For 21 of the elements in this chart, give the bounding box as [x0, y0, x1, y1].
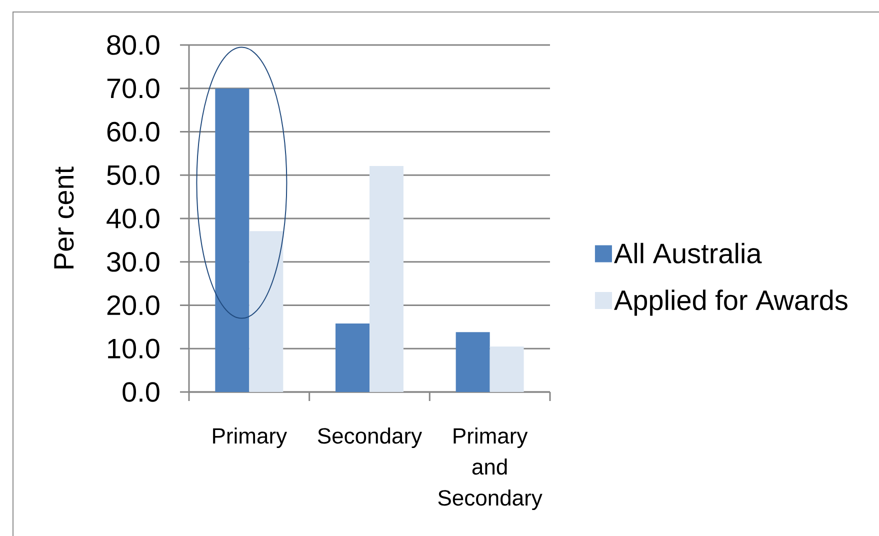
y-tick-label: 20.0 — [107, 295, 160, 316]
bar — [249, 231, 284, 392]
x-tick-label: Primary — [213, 428, 288, 448]
legend-label: All Australia — [614, 242, 762, 264]
bar — [490, 346, 524, 392]
y-axis-title: Per cent — [54, 166, 74, 268]
legend-label: Applied for Awards — [614, 290, 848, 316]
y-tick-label: 40.0 — [106, 208, 160, 228]
y-tick-label: 60.0 — [107, 122, 160, 142]
x-tick-label: Primary and Secondary — [438, 428, 542, 510]
bar — [370, 166, 404, 392]
y-tick-label: 80.0 — [107, 35, 160, 55]
y-tick-label: 30.0 — [107, 252, 160, 272]
bar — [215, 88, 250, 392]
y-tick-label: 10.0 — [108, 338, 160, 359]
bar — [336, 323, 370, 392]
bar — [456, 332, 490, 392]
y-tick-label: 0.0 — [122, 382, 160, 402]
y-tick-label: 70.0 — [107, 78, 160, 98]
x-tick-label: Secondary — [318, 428, 422, 448]
y-tick-label: 50.0 — [107, 165, 160, 186]
